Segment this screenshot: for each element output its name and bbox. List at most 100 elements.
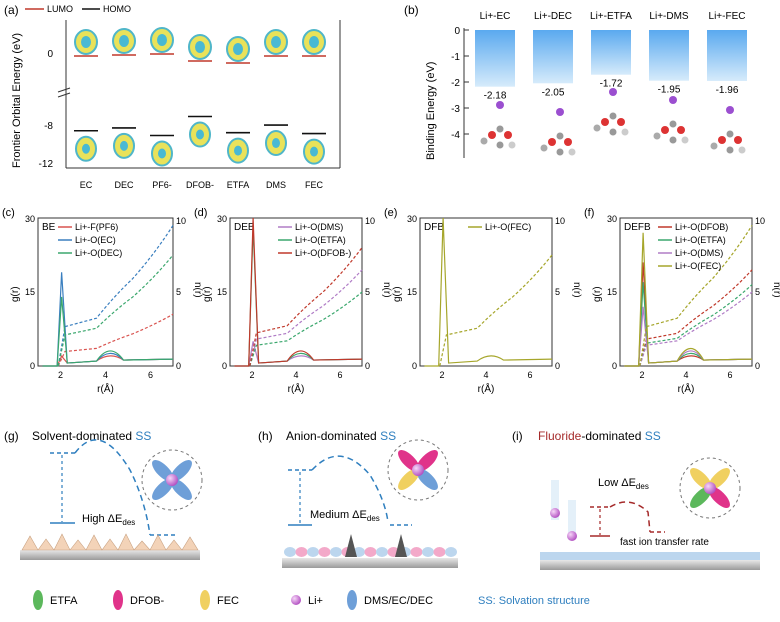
- rdf-frame-0: [37, 217, 174, 367]
- rdf-nzero-0: 0: [176, 361, 181, 371]
- rdf-label-0: (c): [2, 207, 15, 219]
- legend-text-0: ETFA: [50, 595, 78, 607]
- panel-a-categories: EC DEC PF6- DFOB- ETFA DMS FEC: [80, 180, 324, 190]
- mol-atom-1-4: [540, 144, 548, 152]
- rdf-nzero-1: 0: [365, 361, 370, 371]
- category-4: ETFA: [227, 180, 250, 190]
- gr-curve-0-2: [42, 296, 174, 367]
- ytick-0: 0: [47, 49, 53, 60]
- gr-curve-0-0: [42, 355, 174, 367]
- category-5: DMS: [266, 180, 286, 190]
- rdf-nlabel-0: n(r): [192, 282, 203, 298]
- sei-h-particle-7: [364, 547, 377, 557]
- rdf-xlabel-3: r(Å): [678, 382, 695, 395]
- mol-atom-0-4: [480, 137, 488, 145]
- axis-break-1: [57, 87, 71, 93]
- rdf-ylabel-2: g(r): [392, 286, 403, 302]
- nr-curve-3-1: [639, 284, 753, 367]
- panel-b: (b) Binding Energy (eV) 0 -1 -2 -3 -4 -2.18 L…: [404, 3, 747, 160]
- panel-b-ticklabel-2: -2: [451, 78, 460, 89]
- scheme-g-energy-curve: [74, 439, 151, 536]
- homo-orbital-core-6: [310, 146, 318, 157]
- nr-curve-1-2: [249, 247, 363, 367]
- rdf-ylabel-3: g(r): [592, 286, 603, 302]
- legend-text-1: DFOB-: [130, 595, 165, 607]
- cluster-g-li-ion: [166, 474, 178, 486]
- rdf-xtick-3-0: 2: [639, 370, 644, 380]
- scheme-h-energy-text: Medium ΔEdes: [310, 509, 380, 523]
- rdf-ylabel-1: g(r): [202, 286, 213, 302]
- rdf-nmax-0: 10: [176, 216, 186, 226]
- rdf-xtick-1-1: 4: [293, 370, 298, 380]
- ion-trail-1: [551, 480, 559, 520]
- solvation-cluster-g: [141, 449, 203, 511]
- rdf-xtick-3-2: 6: [727, 370, 732, 380]
- binding-value-4: -1.96: [716, 85, 739, 96]
- legend-swatch-1: [113, 590, 123, 610]
- binding-energy-bars: -2.18 Li+-EC -2.05 Li+-DEC -1.72 Li+-ETFA -1.9…: [475, 11, 747, 102]
- rdf-legend-text-1-0: Li+-O(DMS): [295, 222, 343, 232]
- rdf-tag-0: BE: [42, 222, 56, 233]
- mol-atom-2-0: [601, 118, 609, 126]
- scheme-g-label: (g): [4, 429, 19, 443]
- panel-b-ticklabel-0: 0: [454, 26, 460, 37]
- rdf-ymax-3: 30: [607, 214, 617, 224]
- sei-h-particle-13: [433, 547, 446, 557]
- cluster-i-li-ion: [704, 482, 716, 494]
- rdf-legend-text-3-1: Li+-O(ETFA): [675, 235, 726, 245]
- category-3: DFOB-: [186, 180, 214, 190]
- legend-text-2: FEC: [217, 595, 239, 607]
- nr-curve-1-1: [249, 291, 363, 367]
- homo-orbital-core-0: [82, 143, 90, 154]
- bottom-legend: ETFA DFOB- FEC Li+ DMS/EC/DEC SS: Solvation s…: [33, 590, 590, 610]
- homo-orbital-core-5: [272, 138, 280, 149]
- scheme-i-title: Fluoride-dominated SS: [538, 429, 661, 443]
- category-0: EC: [80, 180, 93, 190]
- scheme-i-energy: Low ΔE: [598, 477, 636, 489]
- mol-atom-0-5: [508, 141, 516, 149]
- scheme-i: (i) Fluoride-dominated SS Low ΔEdes fast…: [512, 429, 760, 570]
- scheme-h-label: (h): [258, 429, 273, 443]
- nr-curve-0-0: [57, 313, 174, 367]
- rdf-nlabel-1: n(r): [381, 282, 392, 298]
- legend-text-4: DMS/EC/DEC: [364, 595, 433, 607]
- scheme-h-energy-curve: [311, 455, 389, 523]
- rdf-xtick-1-2: 6: [337, 370, 342, 380]
- mol-atom-2-3: [609, 128, 617, 136]
- lumo-orbital-core-6: [309, 36, 319, 48]
- li-atom-0: [496, 101, 504, 109]
- scheme-h-dendrite-2: [395, 534, 407, 557]
- scheme-i-title-fluoride: Fluoride: [538, 429, 582, 443]
- rdf-yzero-2: 0: [412, 361, 417, 371]
- li-atom-2: [609, 88, 617, 96]
- rdf-ymid-2: 15: [407, 287, 417, 297]
- gr-curve-0-1: [42, 272, 174, 367]
- binding-bar-1: [533, 30, 573, 84]
- scheme-g: (g) Solvent-dominated SS High ΔEdes: [4, 429, 203, 560]
- lumo-orbital-core-2: [157, 34, 167, 46]
- falling-li-ion-1: [550, 508, 560, 518]
- panel-b-ticklabel-1: -1: [451, 52, 460, 63]
- rdf-label-3: (f): [584, 207, 594, 219]
- rdf-nzero-3: 0: [755, 361, 760, 371]
- panel-a-ylabel: Frontier Orbital Energy (eV): [11, 33, 23, 168]
- legend-text-3: Li+: [308, 595, 323, 607]
- solvation-cluster-i: [679, 457, 741, 519]
- panel-a-label: (a): [4, 3, 19, 17]
- mol-atom-3-3: [669, 136, 677, 144]
- scheme-g-title-ss: SS: [135, 429, 151, 443]
- nr-curve-3-3: [639, 225, 753, 367]
- rdf-legend-text-1-1: Li+-O(ETFA): [295, 235, 346, 245]
- category-1: DEC: [114, 180, 134, 190]
- rdf-xtick-1-0: 2: [249, 370, 254, 380]
- lumo-legend-label: LUMO: [47, 4, 73, 14]
- scheme-h-title-ss: SS: [380, 429, 396, 443]
- axis-break-2: [57, 92, 71, 98]
- scheme-g-energy-sub: des: [122, 518, 135, 527]
- rdf-ymid-3: 15: [607, 287, 617, 297]
- panel-b-ylabel: Binding Energy (eV): [425, 62, 437, 160]
- lumo-orbital-core-3: [195, 41, 205, 53]
- rdf-yzero-3: 0: [612, 361, 617, 371]
